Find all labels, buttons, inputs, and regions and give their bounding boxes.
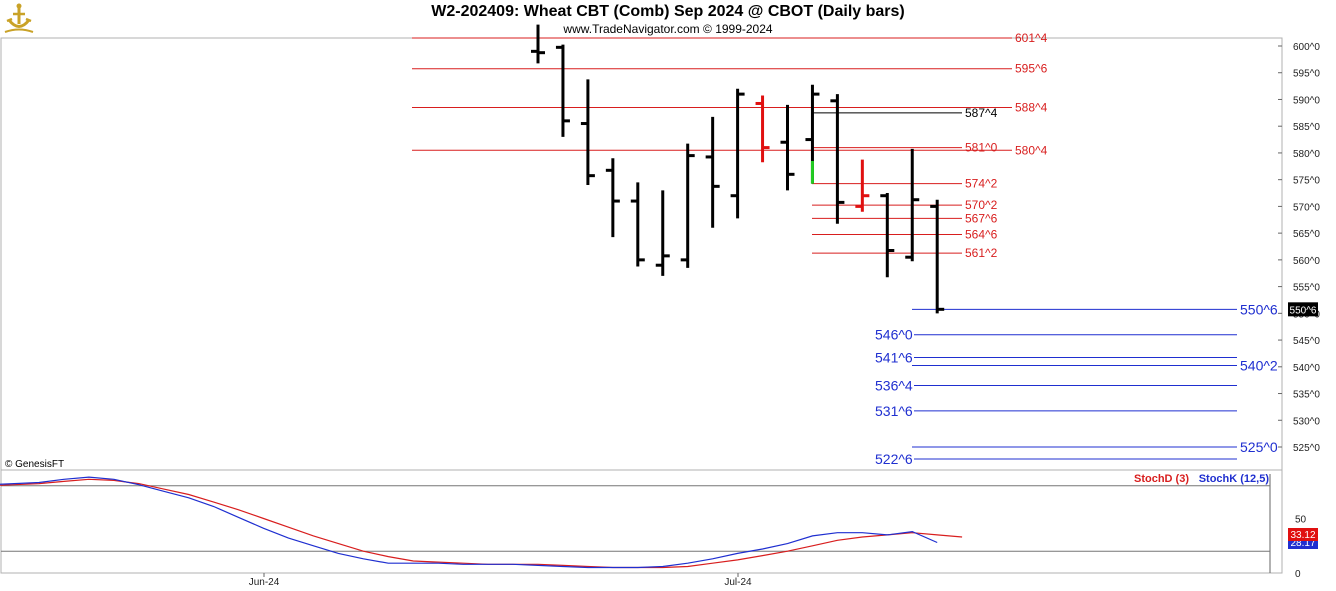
resistance-label: 595^6 <box>1015 62 1048 76</box>
ohlc-bar <box>630 182 645 267</box>
chart-header: W2-202409: Wheat CBT (Comb) Sep 2024 @ C… <box>0 0 1336 38</box>
stochastic-legend-entry: StochK (12,5) <box>1199 473 1270 485</box>
ohlc-bar <box>755 95 770 163</box>
price-tick-label: 535^0 <box>1293 390 1320 401</box>
time-axis: Jun-24 Jul-24 <box>249 573 752 588</box>
ohlc-bar <box>655 190 670 276</box>
ohlc-bar <box>780 104 795 191</box>
level-label: 581^0 <box>965 141 998 155</box>
price-tick-label: 530^0 <box>1293 416 1320 427</box>
ohlc-bar <box>531 24 545 64</box>
ohlc-bar <box>855 159 870 212</box>
level-label: 570^2 <box>965 198 998 212</box>
support-label: 550^6 <box>1240 301 1278 317</box>
support-label: 540^2 <box>1240 357 1278 373</box>
level-label: 564^6 <box>965 227 998 241</box>
ohlc-bar <box>830 94 845 224</box>
ohlc-bar <box>555 44 570 137</box>
resistance-label: 588^4 <box>1015 100 1048 114</box>
chart-title: W2-202409: Wheat CBT (Comb) Sep 2024 @ C… <box>431 3 905 20</box>
time-tick-label: Jul-24 <box>724 577 752 588</box>
copyright-label: © GenesisFT <box>5 459 64 470</box>
price-bars-layer <box>531 24 945 314</box>
ohlc-bar <box>705 116 720 228</box>
price-tick-label: 585^0 <box>1293 122 1320 133</box>
price-tick-label: 580^0 <box>1293 149 1320 160</box>
support-label: 546^0 <box>875 327 913 343</box>
last-price-label: 550^6 <box>1290 305 1317 316</box>
level-label: 574^2 <box>965 177 998 191</box>
level-label: 561^2 <box>965 246 998 260</box>
price-tick-label: 575^0 <box>1293 176 1320 187</box>
ohlc-bar <box>605 158 620 238</box>
ohlc-bar <box>580 79 595 186</box>
level-label: 587^4 <box>965 106 998 120</box>
ohlc-bar <box>905 148 920 262</box>
ohlc-bar <box>730 88 745 219</box>
ohlc-bar <box>880 193 895 278</box>
ohlc-bar <box>680 143 695 268</box>
resistance-label: 580^4 <box>1015 143 1048 157</box>
stochd-value-marker <box>1288 528 1318 541</box>
stochastic-series-line <box>0 476 938 569</box>
resistance-label: 601^4 <box>1015 31 1048 45</box>
chart-subtitle: www.TradeNavigator.com © 1999-2024 <box>563 22 773 36</box>
price-tick-label: 545^0 <box>1293 336 1320 347</box>
price-tick-label: 560^0 <box>1293 256 1320 267</box>
stochastic-legend-entry: StochD (3) <box>1134 473 1189 485</box>
stochastic-tick-label: 0 <box>1295 569 1301 580</box>
price-panel-frame <box>0 37 1283 471</box>
price-tick-label: 565^0 <box>1293 229 1320 240</box>
stochastic-tick-label: 50 <box>1295 515 1307 526</box>
price-tick-label: 540^0 <box>1293 363 1320 374</box>
ship-wheel-logo-icon <box>4 3 34 33</box>
price-levels-layer: 601^4 595^6 588^4 580^4 587^4 581^0 574^2 570^2… <box>412 31 1278 467</box>
stochastic-series-line <box>0 478 963 569</box>
support-label: 536^4 <box>875 378 913 394</box>
support-label: 522^6 <box>875 451 913 467</box>
support-label: 531^6 <box>875 403 913 419</box>
price-tick-label: 525^0 <box>1293 443 1320 454</box>
support-label: 525^0 <box>1240 439 1278 455</box>
price-tick-label: 555^0 <box>1293 283 1320 294</box>
stochk-value-label: 28.17 <box>1290 538 1315 549</box>
support-label: 541^6 <box>875 349 913 365</box>
price-tick-label: 590^0 <box>1293 95 1320 106</box>
level-label: 567^6 <box>965 211 998 225</box>
price-tick-label: 600^0 <box>1293 42 1320 53</box>
ohlc-bar <box>930 199 945 314</box>
last-price-marker <box>1288 302 1318 317</box>
time-tick-label: Jun-24 <box>249 577 280 588</box>
stochd-value-label: 33.12 <box>1290 530 1315 541</box>
price-tick-label: 570^0 <box>1293 202 1320 213</box>
price-tick-label: 595^0 <box>1293 69 1320 80</box>
price-axis: 525^0530^0535^0540^0545^0550^0555^0560^0… <box>1278 42 1320 454</box>
